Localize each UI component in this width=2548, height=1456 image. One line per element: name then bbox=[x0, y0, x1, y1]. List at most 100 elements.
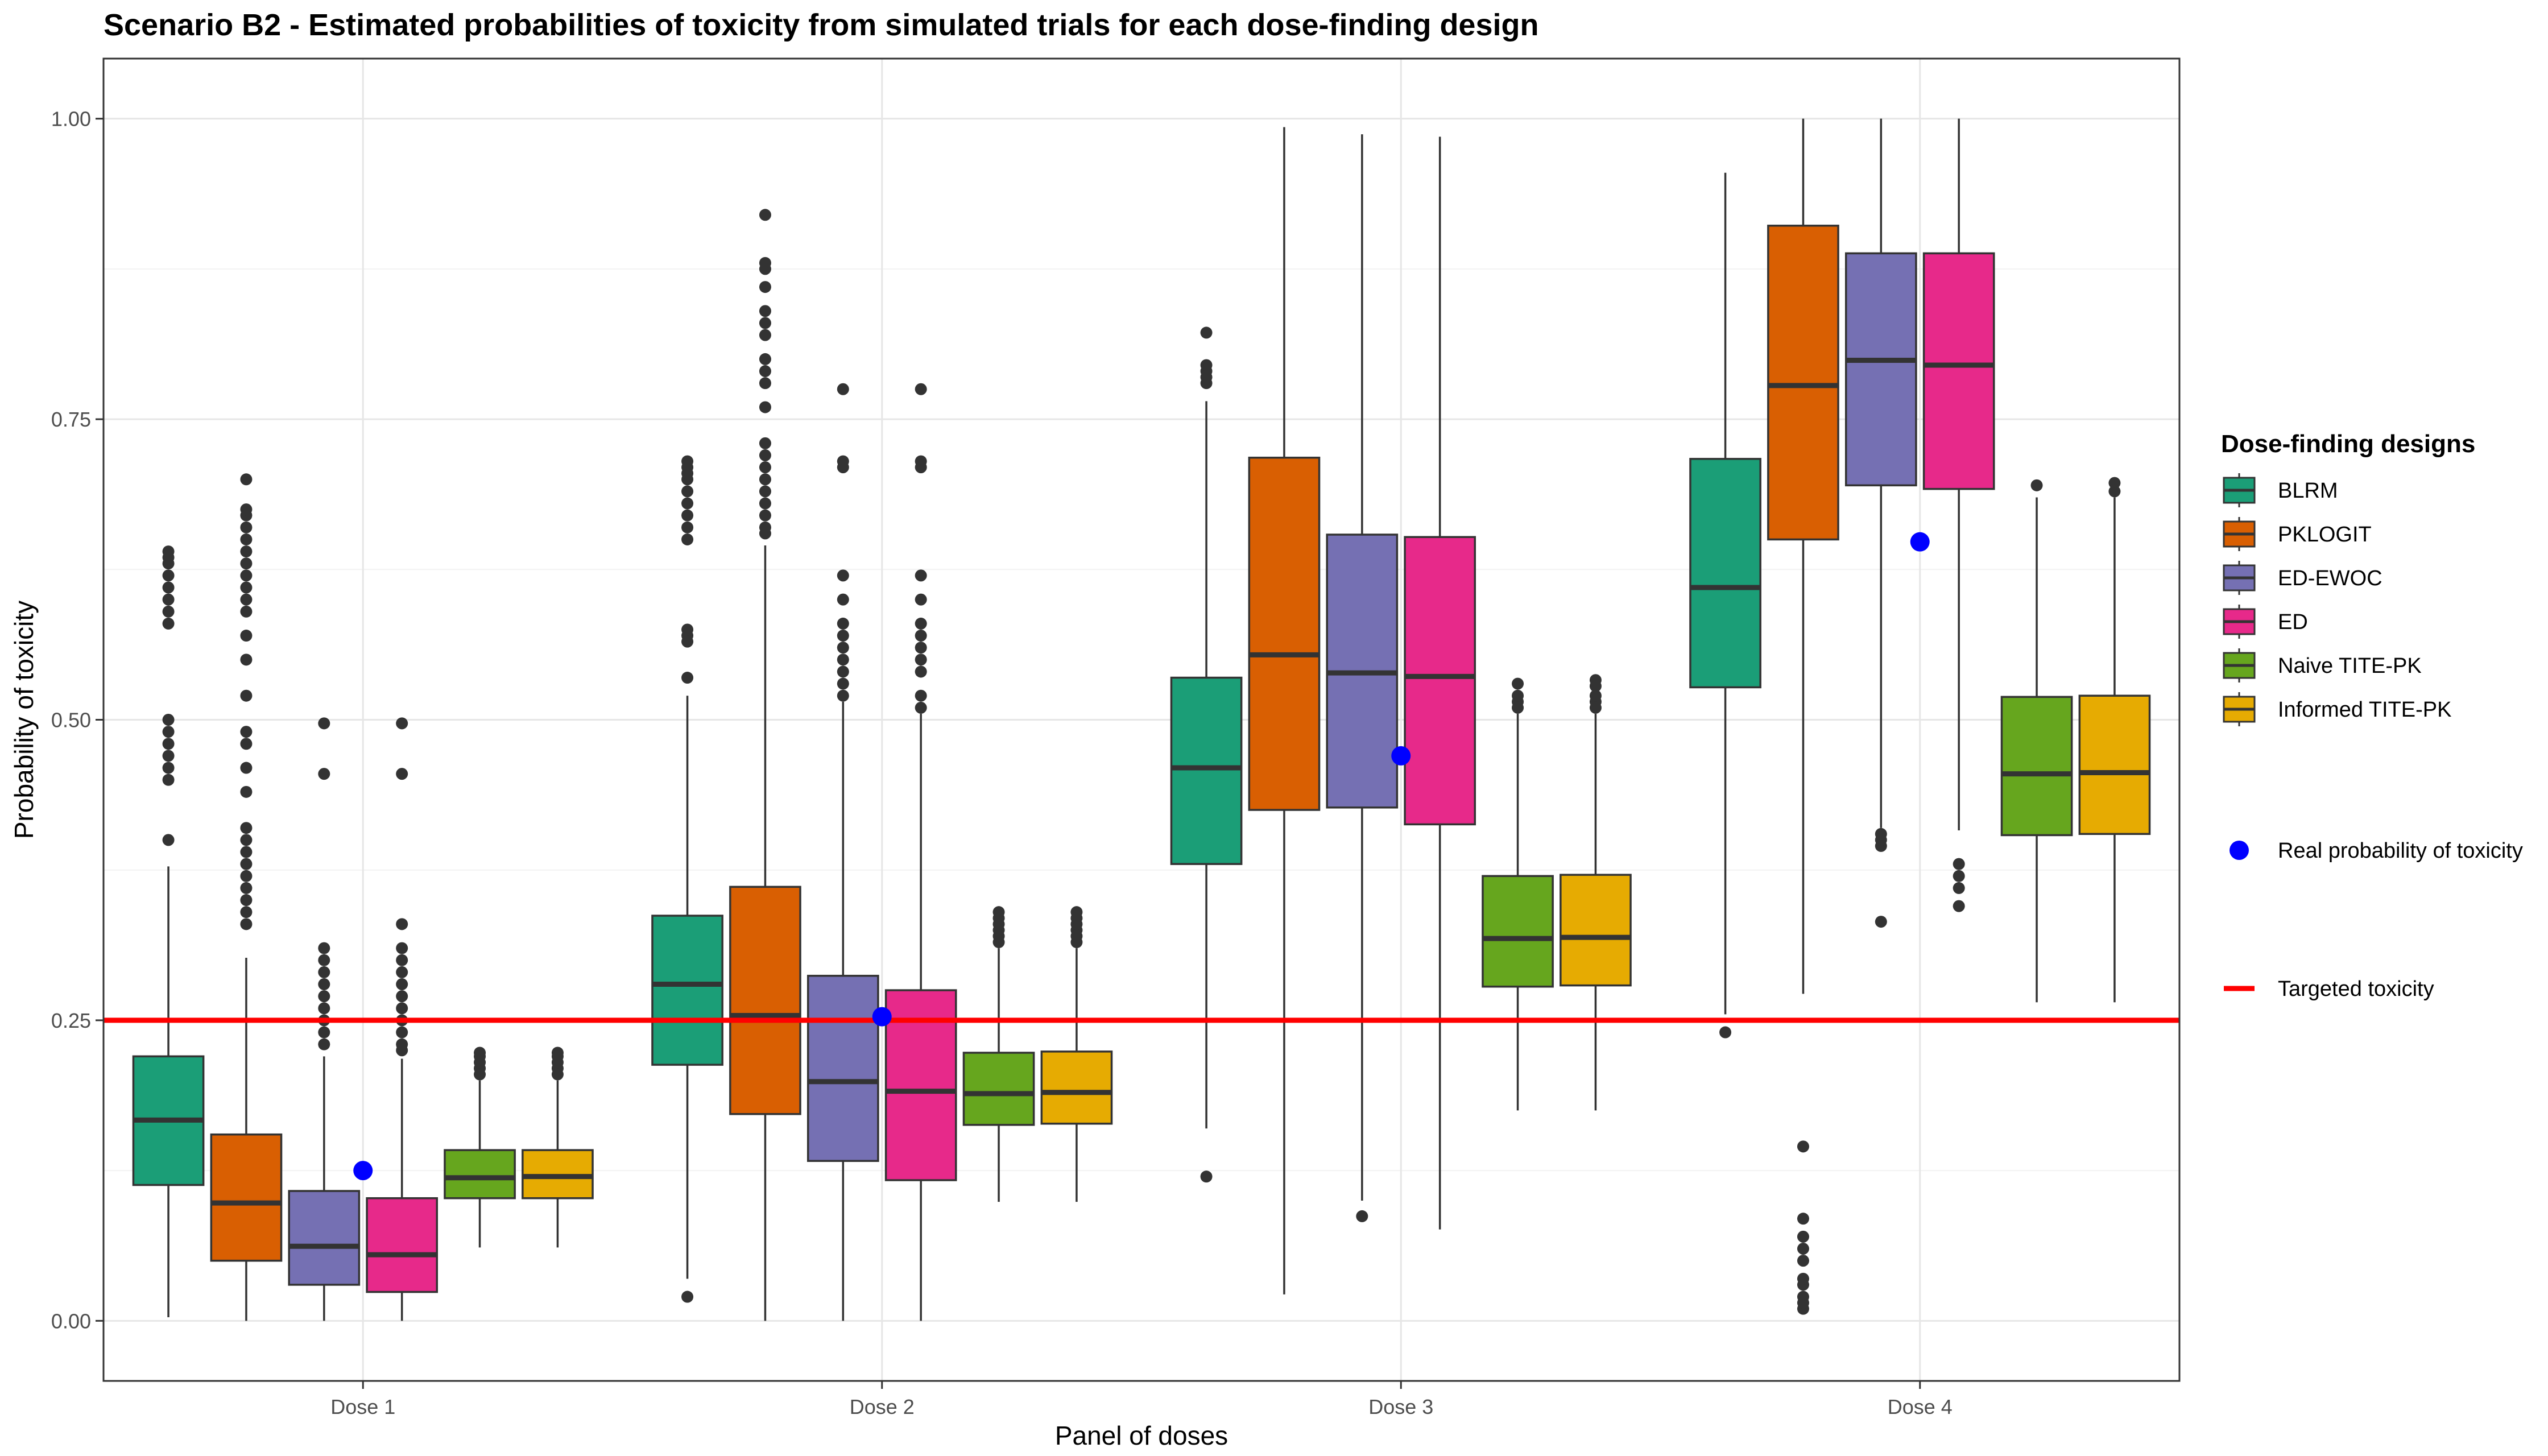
outlier-point bbox=[837, 653, 849, 666]
box-informed-tite-pk-dose-3 bbox=[1560, 674, 1632, 1111]
box-iqr bbox=[210, 1133, 283, 1262]
box-ed-ewoc-dose-4 bbox=[1844, 118, 1917, 928]
outlier-point bbox=[759, 401, 771, 413]
box-blrm-dose-2 bbox=[651, 455, 723, 1303]
outlier-point bbox=[318, 1026, 330, 1039]
outlier-point bbox=[681, 497, 694, 510]
legend-item-target: Targeted toxicity bbox=[2224, 977, 2434, 1001]
boxplots bbox=[132, 118, 2151, 1321]
outlier-point bbox=[1797, 1243, 1809, 1255]
outlier-point bbox=[915, 665, 927, 678]
outlier-point bbox=[1875, 916, 1887, 928]
x-axis: Dose 1 Dose 2 Dose 3 Dose 4 bbox=[330, 1381, 1953, 1418]
outlier-point bbox=[162, 593, 175, 606]
outlier-point bbox=[759, 257, 771, 269]
y-axis: 0.00 0.25 0.50 0.75 1.00 bbox=[51, 107, 104, 1333]
outlier-point bbox=[1356, 1210, 1368, 1222]
outlier-point bbox=[1797, 1140, 1809, 1153]
outlier-point bbox=[240, 689, 253, 702]
outlier-point bbox=[837, 455, 849, 468]
outlier-point bbox=[1797, 1213, 1809, 1225]
outlier-point bbox=[837, 665, 849, 678]
legend-label: ED bbox=[2278, 610, 2308, 634]
legend-label: Targeted toxicity bbox=[2278, 977, 2434, 1001]
outlier-point bbox=[240, 846, 253, 858]
box-iqr bbox=[1248, 456, 1321, 811]
outlier-point bbox=[759, 353, 771, 365]
box-iqr bbox=[806, 974, 879, 1162]
outlier-point bbox=[396, 954, 408, 966]
box-pklogit-dose-3 bbox=[1248, 127, 1321, 1294]
outlier-point bbox=[681, 623, 694, 636]
outlier-point bbox=[240, 605, 253, 618]
outlier-point bbox=[759, 509, 771, 522]
outlier-point bbox=[915, 383, 927, 395]
legend-label: Informed TITE-PK bbox=[2278, 698, 2452, 722]
outlier-point bbox=[396, 990, 408, 1003]
outlier-point bbox=[1200, 359, 1213, 371]
outlier-point bbox=[759, 365, 771, 378]
box-informed-tite-pk-dose-4 bbox=[2078, 477, 2151, 1003]
box-iqr bbox=[1689, 458, 1761, 689]
outlier-point bbox=[915, 455, 927, 468]
outlier-point bbox=[318, 942, 330, 954]
outlier-point bbox=[992, 906, 1005, 919]
box-naive-tite-pk-dose-2 bbox=[962, 906, 1035, 1202]
box-pklogit-dose-4 bbox=[1767, 118, 1839, 1315]
outlier-point bbox=[474, 1046, 486, 1059]
outlier-point bbox=[759, 521, 771, 533]
outlier-point bbox=[318, 1038, 330, 1050]
legend-label: ED-EWOC bbox=[2278, 566, 2382, 590]
outlier-point bbox=[240, 503, 253, 516]
outlier-point bbox=[396, 942, 408, 954]
outlier-point bbox=[1589, 674, 1602, 686]
outlier-point bbox=[759, 485, 771, 498]
outlier-point bbox=[396, 768, 408, 780]
outlier-point bbox=[1589, 689, 1602, 702]
box-blrm-dose-1 bbox=[132, 545, 205, 1317]
outlier-point bbox=[240, 521, 253, 533]
outlier-point bbox=[162, 714, 175, 726]
box-naive-tite-pk-dose-3 bbox=[1482, 677, 1554, 1111]
outlier-point bbox=[915, 701, 927, 714]
x-axis-title: Panel of doses bbox=[1055, 1421, 1228, 1450]
outlier-point bbox=[837, 689, 849, 702]
outlier-point bbox=[396, 717, 408, 730]
box-pklogit-dose-2 bbox=[729, 209, 801, 1321]
box-iqr bbox=[2078, 694, 2151, 835]
outlier-point bbox=[240, 870, 253, 882]
legend-item: BLRM bbox=[2223, 473, 2338, 507]
outlier-point bbox=[915, 593, 927, 606]
legend: Dose-finding designs BLRM PKLOGIT ED-EWOC E… bbox=[2221, 430, 2523, 1001]
outlier-point bbox=[162, 569, 175, 582]
outlier-point bbox=[318, 717, 330, 730]
box-iqr bbox=[962, 1052, 1035, 1126]
outlier-point bbox=[1953, 858, 1965, 870]
outlier-point bbox=[837, 617, 849, 630]
outlier-point bbox=[396, 978, 408, 990]
box-iqr bbox=[1170, 676, 1243, 865]
y-tick-label: 0.50 bbox=[51, 709, 91, 732]
box-ed-ewoc-dose-1 bbox=[288, 717, 361, 1321]
outlier-point bbox=[759, 461, 771, 474]
outlier-point bbox=[240, 533, 253, 545]
outlier-point bbox=[396, 966, 408, 978]
x-tick-label: Dose 3 bbox=[1368, 1395, 1433, 1418]
real-probability-point bbox=[353, 1161, 373, 1181]
outlier-point bbox=[396, 1038, 408, 1050]
box-pklogit-dose-1 bbox=[210, 473, 283, 1321]
outlier-point bbox=[551, 1046, 564, 1059]
box-informed-tite-pk-dose-1 bbox=[522, 1046, 594, 1248]
outlier-point bbox=[162, 834, 175, 846]
outlier-point bbox=[759, 209, 771, 221]
outlier-point bbox=[240, 726, 253, 738]
outlier-point bbox=[240, 882, 253, 894]
outlier-point bbox=[837, 569, 849, 582]
box-ed-dose-1 bbox=[366, 717, 439, 1321]
outlier-point bbox=[837, 593, 849, 606]
box-iqr bbox=[366, 1197, 439, 1293]
outlier-point bbox=[162, 750, 175, 762]
box-ed-dose-3 bbox=[1404, 136, 1476, 1230]
real-probability-point bbox=[872, 1007, 892, 1027]
